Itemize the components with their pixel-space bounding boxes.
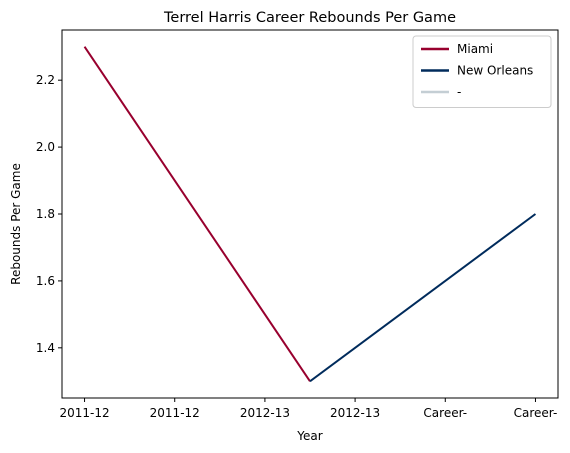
chart-title: Terrel Harris Career Rebounds Per Game xyxy=(163,10,456,26)
x-tick-label: 2012-13 xyxy=(240,406,290,420)
legend-label: New Orleans xyxy=(457,64,533,78)
legend-label: Miami xyxy=(457,42,493,56)
x-axis: 2011-12 2011-12 2012-13 2012-13 Career- Caree… xyxy=(59,398,557,420)
y-tick-label: 1.8 xyxy=(36,207,55,221)
y-tick-label: 2.2 xyxy=(36,73,55,87)
x-axis-label: Year xyxy=(296,429,322,443)
y-axis-label: Rebounds Per Game xyxy=(9,163,23,285)
x-tick-label: 2012-13 xyxy=(330,406,380,420)
x-tick-label: 2011-12 xyxy=(150,406,200,420)
y-tick-label: 1.6 xyxy=(36,274,55,288)
y-axis: 1.4 1.6 1.8 2.0 2.2 xyxy=(36,73,62,355)
x-tick-label: 2011-12 xyxy=(59,406,109,420)
legend: Miami New Orleans - xyxy=(412,35,552,108)
series-layer xyxy=(83,46,537,383)
series-line-0 xyxy=(83,46,311,382)
legend-label: - xyxy=(457,85,461,99)
y-tick-label: 2.0 xyxy=(36,140,55,154)
legend-box xyxy=(412,35,552,108)
x-tick-label: Career- xyxy=(514,406,558,420)
series-line-1 xyxy=(309,213,537,383)
y-tick-label: 1.4 xyxy=(36,341,55,355)
x-tick-label: Career- xyxy=(423,406,467,420)
